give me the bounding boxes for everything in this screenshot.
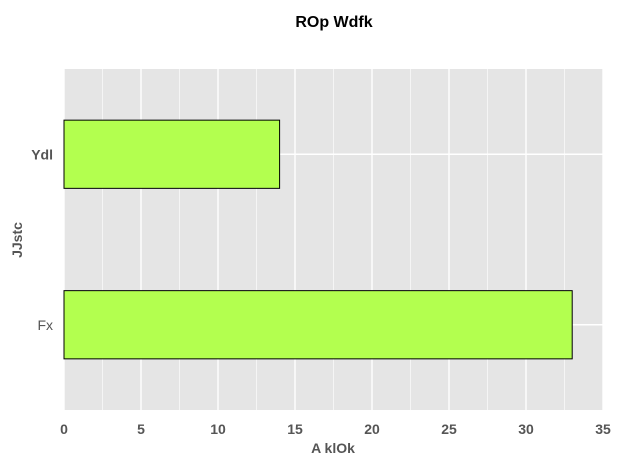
y-axis-label: JJstc xyxy=(9,222,25,258)
bar-fx xyxy=(63,290,573,360)
x-tick-label: 35 xyxy=(595,421,611,437)
chart-title: ROp Wdfk xyxy=(295,14,372,31)
x-axis-label: A klOk xyxy=(311,440,355,456)
x-tick-label: 5 xyxy=(137,421,145,437)
bar-ydl xyxy=(63,119,281,189)
y-axis-ticks: Ydl Fx xyxy=(31,146,53,333)
x-tick-label: 20 xyxy=(364,421,380,437)
y-tick-label: Fx xyxy=(37,317,53,333)
x-tick-label: 30 xyxy=(518,421,534,437)
x-tick-label: 10 xyxy=(210,421,226,437)
y-tick-label: Ydl xyxy=(31,146,53,162)
x-axis-ticks: 0 5 10 15 20 25 30 35 xyxy=(60,421,611,437)
bars xyxy=(63,119,573,360)
x-tick-label: 15 xyxy=(287,421,303,437)
x-tick-label: 25 xyxy=(441,421,457,437)
x-tick-label: 0 xyxy=(60,421,68,437)
